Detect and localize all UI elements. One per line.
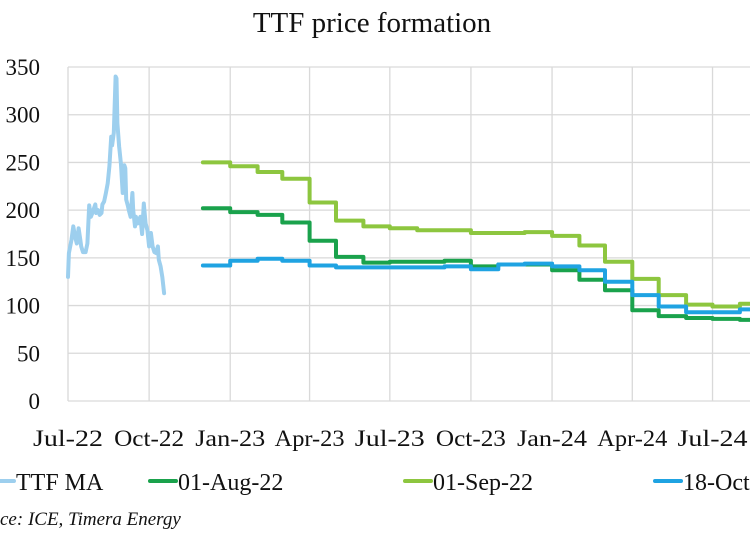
legend-label: 01-Sep-22	[433, 470, 533, 496]
series-line-01-sep-22	[200, 160, 750, 309]
x-tick-label: Jul-24	[678, 426, 749, 451]
x-tick-label: Jan-24	[517, 426, 588, 451]
chart-title: TTF price formation	[253, 7, 492, 39]
legend-label: TTF MA	[16, 470, 104, 496]
x-tick-label: Jan-23	[195, 426, 265, 451]
legend-label: 18-Oct	[683, 470, 750, 496]
legend-item: 01-Aug-22	[148, 470, 283, 496]
x-tick-label: Apr-24	[597, 426, 668, 451]
x-tick-label: Jul-23	[355, 426, 425, 451]
legend-item: TTF MA	[0, 470, 104, 496]
series-line-18-oct-22	[200, 256, 750, 315]
x-tick-label: Oct-22	[114, 426, 184, 451]
x-axis-ticks: Jul-22 Oct-22 Jan-23 Apr-23 Jul-23 Oct-23 Jan-…	[33, 426, 748, 451]
y-axis-ticks: 0 50 100 150 200 250 300 350	[6, 55, 41, 414]
legend-item: 01-Sep-22	[403, 470, 533, 496]
source-note: ce: ICE, Timera Energy	[0, 509, 181, 530]
series-lines	[66, 74, 750, 322]
y-tick-label: 50	[17, 341, 40, 366]
y-tick-label: 0	[29, 389, 41, 414]
y-tick-label: 200	[6, 198, 41, 223]
y-tick-label: 350	[6, 55, 41, 80]
y-tick-label: 150	[6, 246, 41, 271]
x-tick-label: Apr-23	[275, 426, 345, 451]
y-tick-label: 300	[6, 103, 41, 128]
series-line-ttf-ma	[66, 74, 167, 296]
legend-label: 01-Aug-22	[178, 470, 283, 496]
y-tick-label: 250	[6, 150, 41, 175]
legend: TTF MA 01-Aug-22 01-Sep-22 18-Oct	[0, 470, 750, 496]
x-tick-label: Jul-22	[33, 426, 103, 451]
x-tick-label: Oct-23	[436, 426, 506, 451]
gridlines	[67, 66, 750, 402]
y-tick-label: 100	[6, 294, 41, 319]
legend-item: 18-Oct	[653, 470, 750, 496]
series-line-01-aug-22	[200, 206, 750, 322]
